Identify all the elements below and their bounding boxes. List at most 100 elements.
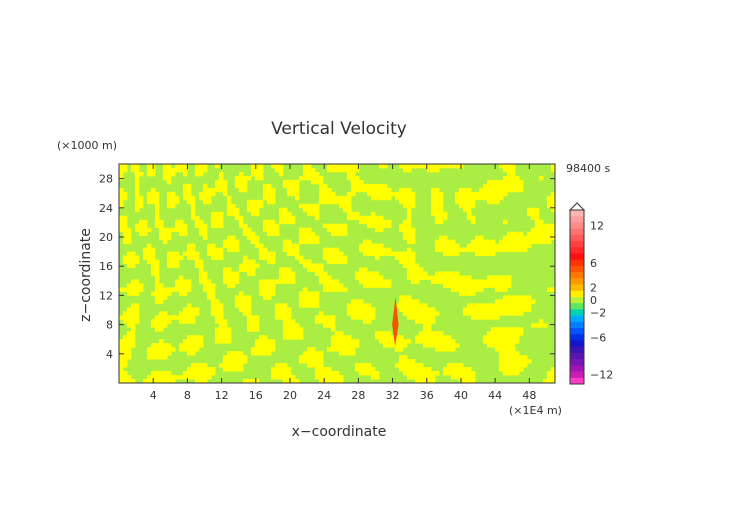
field-cell	[215, 311, 220, 316]
field-cell	[131, 303, 136, 308]
field-cell	[331, 375, 336, 380]
field-cell	[495, 327, 500, 332]
field-cell	[411, 195, 416, 201]
field-cell	[487, 247, 492, 252]
field-cell	[527, 231, 532, 237]
field-cell	[311, 239, 316, 245]
field-cell	[171, 171, 176, 177]
field-cell	[307, 175, 312, 181]
field-cell	[271, 251, 276, 256]
field-cell	[435, 199, 440, 205]
field-cell	[283, 275, 288, 280]
field-cell	[147, 227, 152, 233]
field-cell	[227, 207, 232, 213]
field-cell	[551, 379, 556, 384]
field-cell	[375, 247, 380, 252]
field-cell	[167, 167, 172, 173]
field-cell	[211, 219, 216, 225]
field-cell	[187, 195, 192, 201]
field-cell	[215, 164, 220, 169]
field-cell	[499, 355, 504, 360]
field-cell	[211, 367, 216, 372]
field-cell	[163, 295, 168, 300]
field-cell	[347, 215, 352, 221]
field-cell	[547, 223, 552, 229]
field-cell	[247, 207, 252, 213]
field-cell	[155, 355, 160, 360]
field-cell	[215, 299, 220, 304]
field-cell	[291, 327, 296, 332]
field-cell	[519, 247, 524, 252]
field-cell	[475, 191, 480, 197]
field-cell	[435, 347, 440, 352]
field-cell	[271, 259, 276, 264]
field-cell	[123, 215, 128, 221]
field-cell	[399, 187, 404, 193]
field-cell	[119, 343, 124, 348]
colorbar-level	[570, 278, 584, 285]
field-cell	[379, 187, 384, 193]
field-cell	[279, 164, 284, 169]
field-cell	[455, 271, 460, 276]
field-cell	[415, 371, 420, 376]
field-cell	[239, 351, 244, 356]
field-cell	[227, 363, 232, 368]
field-cell	[267, 187, 272, 193]
field-cell	[471, 283, 476, 288]
field-cell	[183, 307, 188, 312]
field-cell	[319, 279, 324, 284]
field-cell	[263, 187, 268, 193]
field-cell	[167, 287, 172, 292]
field-cell	[167, 164, 172, 169]
field-cell	[407, 367, 412, 372]
field-cell	[379, 219, 384, 225]
field-cell	[271, 164, 276, 169]
field-cell	[347, 211, 352, 217]
x-axis: 4 8 12 16 20 24 28 32 36 40 44 48	[150, 164, 536, 402]
field-cell	[475, 307, 480, 312]
field-cell	[427, 379, 432, 384]
field-cell	[179, 223, 184, 229]
field-cell	[143, 247, 148, 252]
field-cell	[443, 235, 448, 241]
field-cell	[347, 307, 352, 312]
field-cell	[527, 359, 532, 364]
field-cell	[183, 279, 188, 284]
field-cell	[259, 203, 264, 209]
field-cell	[391, 339, 396, 344]
field-cell	[447, 363, 452, 368]
field-cell	[319, 199, 324, 205]
field-cell	[451, 375, 456, 380]
field-cell	[519, 179, 524, 185]
field-cell	[455, 247, 460, 252]
field-cell	[287, 219, 292, 225]
field-cell	[495, 347, 500, 352]
colorbar-tick-label: −2	[590, 307, 606, 320]
field-cell	[423, 271, 428, 276]
field-cell	[431, 203, 436, 209]
field-cell	[511, 239, 516, 245]
field-cell	[451, 371, 456, 376]
field-cell	[503, 355, 508, 360]
field-cell	[155, 371, 160, 376]
colorbar-level	[570, 284, 584, 292]
field-cell	[279, 207, 284, 213]
colorbar-level	[570, 222, 584, 229]
field-cell	[163, 175, 168, 181]
field-cell	[271, 283, 276, 288]
field-cell	[135, 171, 140, 177]
field-cell	[455, 251, 460, 256]
x-tick-label: 36	[420, 389, 434, 402]
field-cell	[463, 283, 468, 288]
field-cell	[443, 211, 448, 217]
field-cell	[327, 323, 332, 328]
field-cell	[195, 259, 200, 264]
field-cell	[207, 247, 212, 252]
field-cell	[411, 275, 416, 280]
field-cell	[363, 215, 368, 221]
field-cell	[379, 243, 384, 249]
field-cell	[363, 311, 368, 316]
field-cell	[543, 231, 548, 237]
field-cell	[179, 279, 184, 284]
field-cell	[547, 195, 552, 201]
